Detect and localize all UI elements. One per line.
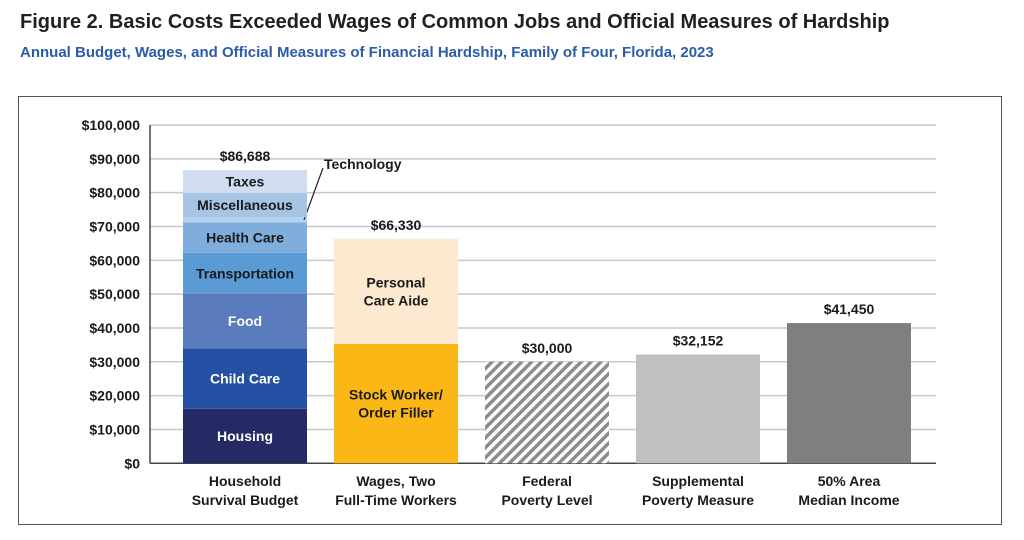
bar-segment-taxes bbox=[183, 170, 307, 193]
x-category-label: Wages, Two bbox=[356, 473, 435, 489]
bar-segment-bar-2 bbox=[485, 361, 609, 464]
y-tick-label: $50,000 bbox=[89, 286, 140, 302]
x-category-label: Poverty Measure bbox=[642, 492, 754, 508]
segment-label: Child Care bbox=[210, 371, 280, 387]
bar-total-label: $41,450 bbox=[824, 301, 875, 317]
segment-label: Food bbox=[228, 313, 262, 329]
y-tick-label: $10,000 bbox=[89, 421, 140, 437]
bar-segment-personal-care-aide bbox=[334, 238, 458, 344]
chart-title: Figure 2. Basic Costs Exceeded Wages of … bbox=[20, 11, 890, 33]
bar-total-label: $32,152 bbox=[673, 333, 724, 349]
x-category-label: Full-Time Workers bbox=[335, 492, 457, 508]
x-category-label: Poverty Level bbox=[501, 492, 592, 508]
y-tick-label: $60,000 bbox=[89, 252, 140, 268]
bar-total-label: $30,000 bbox=[522, 340, 573, 356]
x-category-label: 50% Area bbox=[818, 473, 881, 489]
bar-segment-bar-3 bbox=[636, 354, 760, 464]
y-tick-label: $100,000 bbox=[82, 117, 141, 133]
bar-segment-food bbox=[183, 293, 307, 349]
x-category-label: Survival Budget bbox=[192, 492, 299, 508]
bar-segment-child-care bbox=[183, 348, 307, 409]
y-tick-label: $70,000 bbox=[89, 218, 140, 234]
bar-segment-transportation bbox=[183, 252, 307, 294]
segment-label: Stock Worker/ bbox=[349, 387, 443, 403]
bar-segment-technology bbox=[183, 217, 307, 223]
y-tick-label: $0 bbox=[124, 455, 140, 471]
x-category-label: Median Income bbox=[798, 492, 899, 508]
x-category-label: Household bbox=[209, 473, 281, 489]
y-tick-label: $40,000 bbox=[89, 320, 140, 336]
bar-total-label: $86,688 bbox=[220, 148, 271, 164]
y-tick-label: $90,000 bbox=[89, 151, 140, 167]
bar-segment-housing bbox=[183, 408, 307, 464]
bar-total-label: $66,330 bbox=[371, 217, 422, 233]
y-tick-label: $20,000 bbox=[89, 388, 140, 404]
y-tick-label: $30,000 bbox=[89, 354, 140, 370]
callout-line bbox=[303, 167, 324, 221]
y-tick-label: $80,000 bbox=[89, 185, 140, 201]
segment-label: Health Care bbox=[206, 230, 284, 246]
bar-segment-miscellaneous bbox=[183, 192, 307, 218]
bar-segment-health-care bbox=[183, 222, 307, 253]
x-category-label: Federal bbox=[522, 473, 572, 489]
segment-label: Transportation bbox=[196, 265, 294, 281]
bar-segment-bar-4 bbox=[787, 323, 911, 464]
segment-label: Technology bbox=[324, 156, 402, 172]
segment-label: Taxes bbox=[226, 174, 265, 190]
chart-frame bbox=[18, 96, 1002, 525]
segment-label: Housing bbox=[217, 428, 273, 444]
segment-label: Order Filler bbox=[358, 405, 434, 421]
segment-label: Personal bbox=[366, 274, 425, 290]
segment-label: Care Aide bbox=[364, 292, 429, 308]
chart-subtitle: Annual Budget, Wages, and Official Measu… bbox=[20, 44, 714, 61]
segment-label: Miscellaneous bbox=[197, 197, 293, 213]
x-category-label: Supplemental bbox=[652, 473, 744, 489]
bar-segment-stock-worker-order-filler bbox=[334, 343, 458, 464]
